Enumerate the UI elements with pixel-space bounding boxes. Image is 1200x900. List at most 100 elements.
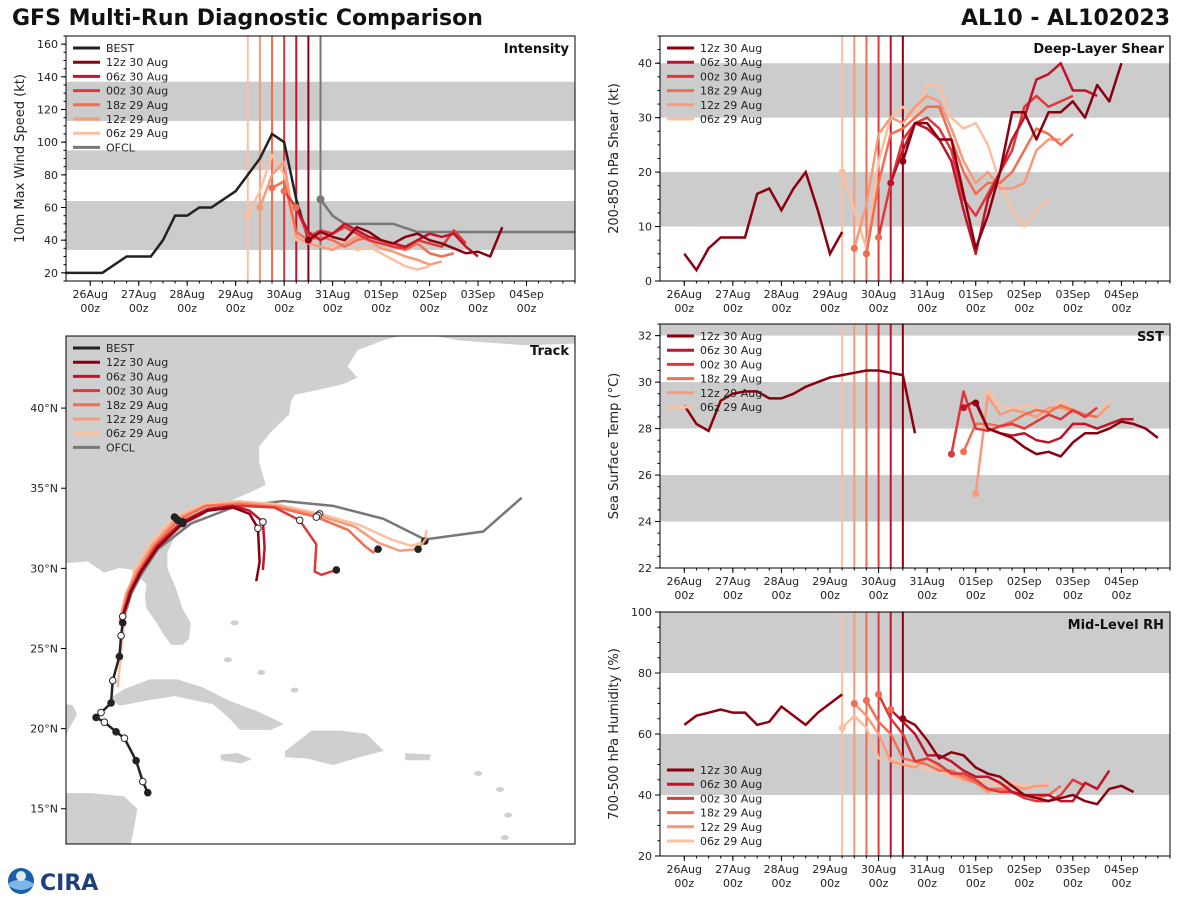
shear-series-start-marker [838, 168, 846, 176]
shear-legend-label: 18z 29 Aug [700, 85, 762, 98]
shear-xtick-label: 00z [1063, 302, 1083, 315]
intensity-xtick-label: 00z [80, 302, 100, 315]
rh-xtick-label: 31Aug [909, 863, 944, 876]
track-position-marker [295, 516, 304, 525]
track-position-marker [254, 524, 262, 533]
rh-ytick-label: 20 [638, 850, 652, 863]
shear-xtick-label: 03Sep [1055, 288, 1090, 301]
intensity-legend-label: 06z 29 Aug [106, 127, 168, 140]
sst-legend-label: 12z 29 Aug [700, 387, 762, 400]
intensity-xtick-label: 27Aug [121, 288, 156, 301]
intensity-xtick-label: 30Aug [266, 288, 301, 301]
shear-xtick-label: 31Aug [909, 288, 944, 301]
shear-plot-area [660, 36, 1170, 281]
track-best-marker [115, 652, 124, 661]
track-best-marker [118, 619, 127, 627]
shear-xtick-label: 29Aug [812, 288, 847, 301]
cira-logo-text: CIRA [40, 871, 98, 896]
intensity-best-line [66, 132, 310, 275]
rh-legend-label: 12z 29 Aug [700, 821, 762, 834]
track-position-marker [312, 513, 321, 521]
shear-init-marker [850, 244, 858, 252]
track-best-marker [120, 734, 129, 743]
intensity-series-start-marker [244, 212, 252, 220]
shear-series-start-marker [887, 179, 895, 187]
shear-panel: 01020304026Aug00z27Aug00z28Aug00z29Aug00… [607, 35, 1171, 315]
intensity-ylabel: 10m Max Wind Speed (kt) [13, 74, 28, 243]
rh-series-line [841, 714, 1049, 788]
track-best-marker [97, 708, 105, 717]
sst-series-start-marker [972, 399, 980, 407]
sst-xtick-label: 00z [917, 589, 937, 602]
shear-legend-label: 00z 30 Aug [700, 70, 762, 83]
shear-series-line [877, 94, 1074, 238]
sst-xtick-label: 29Aug [812, 575, 847, 588]
rh-xtick-label: 29Aug [812, 863, 847, 876]
rh-xtick-label: 00z [917, 877, 937, 890]
intensity-ytick-label: 40 [44, 234, 58, 247]
sst-series-start-marker [984, 390, 992, 398]
intensity-series-line [283, 190, 467, 250]
track-map-area [66, 336, 575, 844]
shear-ylabel: 200-850 hPa Shear (kt) [607, 83, 622, 234]
sst-threshold-band [660, 475, 1170, 522]
shear-init-marker [875, 233, 883, 241]
shear-xtick-label: 00z [1112, 302, 1132, 315]
shear-series-line [840, 83, 1050, 250]
rh-xtick-label: 00z [820, 877, 840, 890]
sst-xtick-label: 04Sep [1104, 575, 1139, 588]
rh-series-line [889, 708, 1111, 803]
track-legend-label: 18z 29 Aug [106, 399, 168, 412]
sst-xtick-label: 00z [723, 589, 743, 602]
track-position-marker [374, 545, 382, 553]
intensity-xtick-label: 00z [274, 302, 294, 315]
track-position-marker [259, 518, 267, 526]
rh-threshold-band [660, 612, 1170, 673]
sst-xtick-label: 00z [966, 589, 986, 602]
intensity-series-start-marker [256, 204, 264, 211]
intensity-panel-title: Intensity [504, 42, 570, 57]
shear-ytick-label: 30 [638, 112, 652, 125]
rh-xtick-label: 00z [1014, 877, 1034, 890]
intensity-ytick-label: 60 [44, 202, 58, 215]
rh-xtick-label: 28Aug [764, 863, 799, 876]
shear-xtick-label: 26Aug [667, 288, 702, 301]
sst-xtick-label: 00z [1014, 589, 1034, 602]
track-legend-label: 00z 30 Aug [106, 385, 168, 398]
rh-xtick-label: 02Sep [1007, 863, 1042, 876]
track-frame [65, 335, 576, 845]
intensity-xtick-label: 00z [371, 302, 391, 315]
shear-xtick-label: 00z [674, 302, 694, 315]
sst-series-line [950, 390, 1098, 455]
intensity-legend-label: 12z 30 Aug [106, 56, 168, 69]
sst-xtick-label: 00z [1063, 589, 1083, 602]
intensity-series-start-marker [268, 184, 276, 192]
sst-history-line [683, 369, 917, 434]
shear-legend-label: 06z 30 Aug [700, 56, 762, 69]
shear-ytick-label: 20 [638, 166, 652, 179]
sst-xtick-label: 00z [1112, 589, 1132, 602]
track-best-marker [107, 699, 115, 707]
track-position-marker [179, 519, 187, 528]
sst-series-start-marker [947, 450, 955, 458]
rh-xtick-label: 27Aug [715, 863, 750, 876]
shear-xtick-label: 00z [917, 302, 937, 315]
intensity-legend-label: OFCL [106, 141, 136, 154]
sst-xtick-label: 03Sep [1055, 575, 1090, 588]
sst-series-start-marker [960, 404, 968, 412]
intensity-legend-label: 00z 30 Aug [106, 85, 168, 98]
intensity-plot-area [66, 36, 575, 281]
sst-panel: 22242628303226Aug00z27Aug00z28Aug00z29Au… [607, 323, 1171, 602]
hispaniola [284, 729, 386, 766]
rh-xtick-label: 30Aug [861, 863, 896, 876]
rh-panel: 2040608010026Aug00z27Aug00z28Aug00z29Aug… [607, 606, 1171, 890]
rh-xtick-label: 03Sep [1055, 863, 1090, 876]
sst-xtick-label: 27Aug [715, 575, 750, 588]
track-lat-label: 30°N [30, 562, 58, 575]
sst-legend-label: 06z 29 Aug [700, 401, 762, 414]
intensity-init-marker [280, 187, 288, 195]
sst-xtick-label: 28Aug [764, 575, 799, 588]
rh-xtick-label: 26Aug [667, 863, 702, 876]
sst-threshold-band [660, 382, 1170, 429]
shear-series-start-marker [899, 157, 907, 165]
